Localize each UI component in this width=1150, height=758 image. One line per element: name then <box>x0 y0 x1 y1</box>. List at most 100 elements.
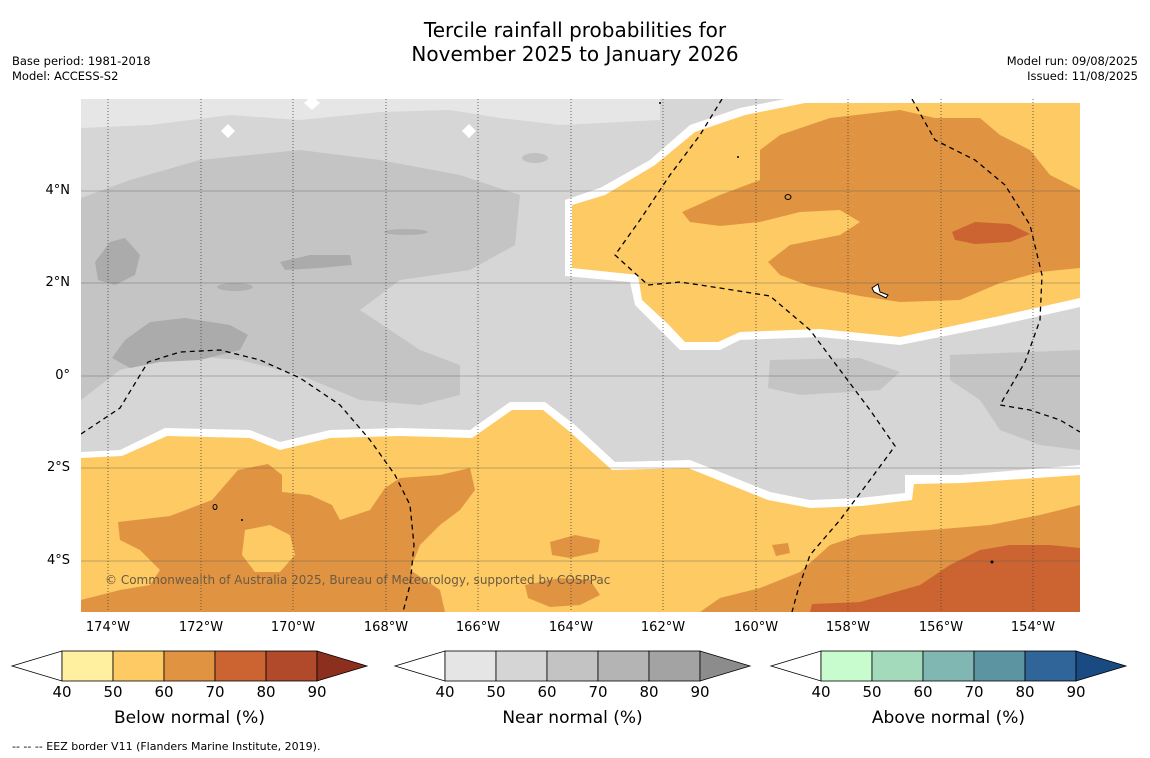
colorbar-segment <box>112 650 165 682</box>
below-normal-s-60-region-2 <box>525 535 790 607</box>
island-1 <box>784 194 792 200</box>
lon-label-160w: 160°W <box>733 620 779 635</box>
below-normal-tick-70: 70 <box>205 683 225 701</box>
island-5 <box>737 156 739 158</box>
near-normal-small-blob-2 <box>217 283 253 291</box>
map-title: Tercile rainfall probabilities for Novem… <box>0 18 1150 66</box>
colorbar-segment <box>214 650 267 682</box>
lon-label-164w: 164°W <box>548 620 594 635</box>
below-normal-tick-80: 80 <box>256 683 276 701</box>
below-normal-tick-40: 40 <box>52 683 72 701</box>
near-normal-70-blob-2 <box>112 318 248 368</box>
metadata-left: Base period: 1981-2018 Model: ACCESS-S2 <box>12 54 151 84</box>
below-normal-tick-90: 90 <box>307 683 327 701</box>
near-normal-tick-50: 50 <box>486 683 506 701</box>
lon-label-156w: 156°W <box>918 620 964 635</box>
below-normal-se-70-region <box>810 545 1080 612</box>
white-diamond-2 <box>221 124 235 138</box>
above-normal-tick-60: 60 <box>913 683 933 701</box>
near-normal-colorbar <box>393 650 752 682</box>
lon-label-168w: 168°W <box>363 620 409 635</box>
island-3 <box>212 504 218 510</box>
lon-label-166w: 166°W <box>455 620 501 635</box>
colorbar-segment <box>1024 650 1077 682</box>
near-normal-70-blob-1 <box>95 238 140 285</box>
base-period: Base period: 1981-2018 <box>12 54 151 68</box>
near-normal-tick-40: 40 <box>435 683 455 701</box>
lon-label-170w: 170°W <box>270 620 316 635</box>
legend-colorbars <box>10 650 1128 682</box>
island-6 <box>241 519 243 521</box>
above-normal-tick-70: 70 <box>964 683 984 701</box>
colorbar-segment <box>973 650 1026 682</box>
near-normal-small-blob <box>522 153 548 163</box>
title-line-2: November 2025 to January 2026 <box>411 42 739 66</box>
lat-label-4n: 4°N <box>45 183 71 198</box>
lon-label-158w: 158°W <box>825 620 871 635</box>
issued-date: Issued: 11/08/2025 <box>1027 69 1138 83</box>
above-normal-legend-title: Above normal (%) <box>871 708 1026 728</box>
colorbar-segment <box>922 650 975 682</box>
above-normal-colorbar <box>769 650 1128 682</box>
eez-footnote: -- -- -- EEZ border V11 (Flanders Marine… <box>12 740 321 753</box>
colorbar-extension-high <box>1075 650 1128 682</box>
below-normal-tick-60: 60 <box>154 683 174 701</box>
colorbar-extension-low <box>393 650 446 682</box>
colorbar-extension-high <box>699 650 752 682</box>
near-normal-legend-title: Near normal (%) <box>502 708 643 728</box>
white-diamond-1 <box>304 99 320 110</box>
copyright-text: © Commonwealth of Australia 2025, Bureau… <box>105 573 611 587</box>
below-normal-tick-50: 50 <box>103 683 123 701</box>
near-normal-tick-80: 80 <box>639 683 659 701</box>
model-name: Model: ACCESS-S2 <box>12 69 119 83</box>
map-layers <box>81 99 1080 612</box>
grid-lines <box>81 190 1080 562</box>
lat-label-0: 0° <box>55 368 70 383</box>
lon-label-162w: 162°W <box>640 620 686 635</box>
colorbar-segment <box>61 650 114 682</box>
colorbar-extension-high <box>316 650 369 682</box>
colorbar-segment <box>163 650 216 682</box>
colorbar-segment <box>597 650 650 682</box>
lat-label-4s: 4°S <box>46 553 70 568</box>
colorbar-segment <box>820 650 873 682</box>
below-normal-s-white-hole <box>242 525 295 572</box>
near-normal-tick-70: 70 <box>588 683 608 701</box>
colorbar-segment <box>444 650 497 682</box>
lon-label-154w: 154°W <box>1010 620 1056 635</box>
below-normal-ne-60-region <box>682 110 1080 302</box>
near-normal-40-region <box>81 99 660 128</box>
colorbar-segment <box>265 650 318 682</box>
below-normal-ne-70-region <box>952 222 1030 244</box>
colorbar-segment <box>546 650 599 682</box>
near-normal-small-blob-3 <box>384 229 428 235</box>
above-normal-tick-80: 80 <box>1015 683 1035 701</box>
island-4 <box>659 102 661 104</box>
metadata-right: Model run: 09/08/2025 Issued: 11/08/2025 <box>1007 54 1138 84</box>
above-normal-tick-50: 50 <box>862 683 882 701</box>
colorbar-segment <box>871 650 924 682</box>
below-normal-colorbar <box>10 650 369 682</box>
above-normal-tick-40: 40 <box>811 683 831 701</box>
colorbar-segment <box>495 650 548 682</box>
near-normal-70-blob-3 <box>280 255 352 270</box>
below-normal-legend-title: Below normal (%) <box>114 708 265 728</box>
white-diamond-3 <box>462 124 476 138</box>
colorbar-extension-low <box>769 650 822 682</box>
near-normal-tick-90: 90 <box>690 683 710 701</box>
lat-label-2s: 2°S <box>46 460 70 475</box>
model-run: Model run: 09/08/2025 <box>1006 54 1138 68</box>
title-line-1: Tercile rainfall probabilities for <box>423 18 727 42</box>
colorbar-segment <box>648 650 701 682</box>
lon-label-174w: 174°W <box>85 620 131 635</box>
lon-label-172w: 172°W <box>178 620 224 635</box>
near-normal-60-region-east <box>768 350 1080 450</box>
island-2 <box>871 283 889 299</box>
lat-label-2n: 2°N <box>45 275 71 290</box>
colorbar-extension-low <box>10 650 63 682</box>
near-normal-tick-60: 60 <box>537 683 557 701</box>
island-7 <box>990 560 994 564</box>
above-normal-tick-90: 90 <box>1066 683 1086 701</box>
eez-borders <box>81 99 1080 612</box>
